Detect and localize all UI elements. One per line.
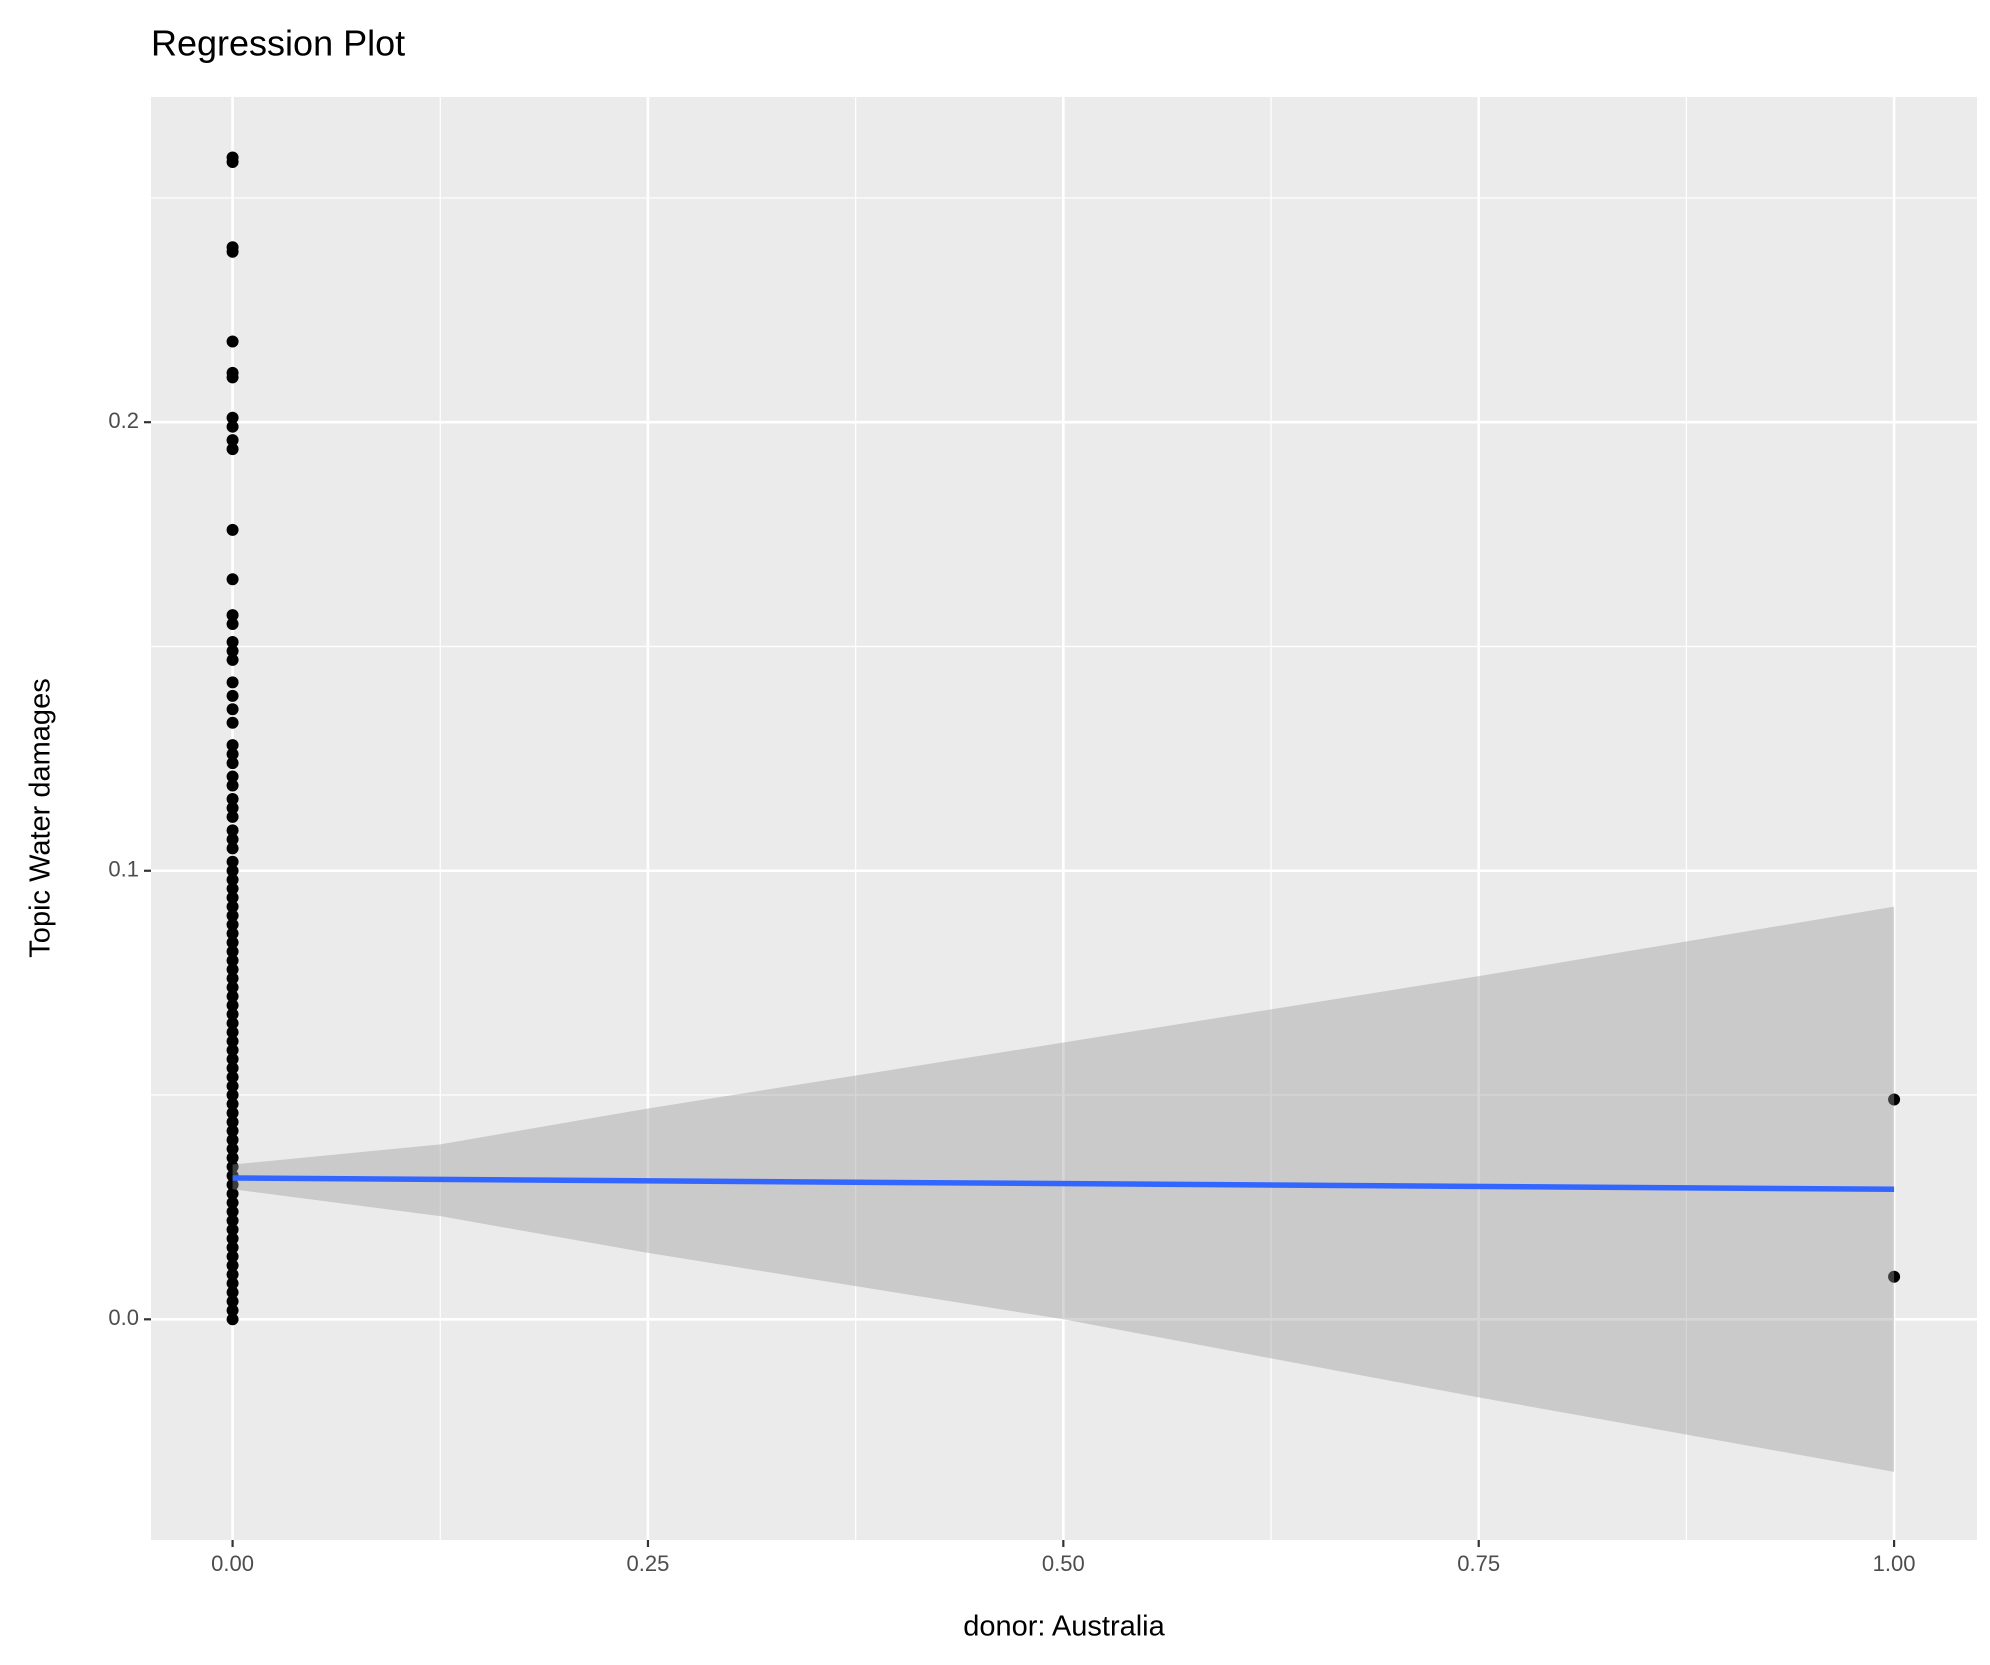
- point: [226, 434, 239, 447]
- point: [226, 739, 239, 752]
- point: [226, 909, 239, 922]
- point: [226, 810, 239, 823]
- point: [226, 1232, 239, 1245]
- point: [226, 972, 239, 985]
- y-axis-label: Topic Water damages: [25, 678, 57, 957]
- point: [226, 757, 239, 770]
- point: [226, 1017, 239, 1030]
- point: [226, 523, 239, 536]
- x-tick-label: 0.50: [1042, 1551, 1085, 1576]
- point: [226, 1008, 239, 1021]
- point: [226, 573, 239, 586]
- point: [226, 689, 239, 702]
- point: [226, 842, 239, 855]
- point: [226, 945, 239, 958]
- point: [226, 981, 239, 994]
- point: [226, 963, 239, 976]
- point: [226, 1178, 239, 1191]
- point: [226, 1295, 239, 1308]
- point: [226, 954, 239, 967]
- point: [226, 833, 239, 846]
- point: [226, 1268, 239, 1281]
- point: [226, 1106, 239, 1119]
- point: [226, 936, 239, 949]
- point: [226, 420, 239, 433]
- point: [226, 1223, 239, 1236]
- point: [226, 779, 239, 792]
- point: [226, 824, 239, 837]
- point: [226, 1089, 239, 1102]
- y-tick-label: 0.1: [108, 857, 139, 882]
- point: [226, 900, 239, 913]
- point: [226, 1044, 239, 1057]
- point: [226, 371, 239, 384]
- point: [226, 635, 239, 648]
- x-axis-label: donor: Australia: [963, 1611, 1165, 1643]
- point: [226, 1259, 239, 1272]
- point: [226, 1214, 239, 1227]
- point: [226, 609, 239, 622]
- point: [226, 999, 239, 1012]
- point: [226, 1277, 239, 1290]
- point: [226, 792, 239, 805]
- point: [226, 873, 239, 886]
- point: [226, 891, 239, 904]
- point: [226, 1151, 239, 1164]
- point: [226, 1035, 239, 1048]
- point: [226, 1205, 239, 1218]
- point: [226, 882, 239, 895]
- x-tick-label: 0.75: [1457, 1551, 1500, 1576]
- point: [226, 335, 239, 348]
- point: [226, 443, 239, 456]
- point: [1888, 1270, 1901, 1283]
- point: [1888, 1093, 1901, 1106]
- point: [226, 676, 239, 689]
- point: [226, 716, 239, 729]
- point: [226, 1196, 239, 1209]
- regression-line: [232, 1175, 1895, 1192]
- point: [226, 1250, 239, 1263]
- point: [226, 801, 239, 814]
- point: [226, 864, 239, 877]
- confidence-band: [232, 906, 1895, 1472]
- point: [226, 1160, 239, 1173]
- point: [226, 927, 239, 940]
- point: [226, 770, 239, 783]
- point: [226, 1026, 239, 1039]
- point: [226, 1053, 239, 1066]
- x-tick-label: 0.25: [627, 1551, 670, 1576]
- point: [226, 748, 239, 761]
- point: [226, 644, 239, 657]
- point: [226, 1241, 239, 1254]
- point: [226, 245, 239, 258]
- point: [226, 1133, 239, 1146]
- point: [226, 653, 239, 666]
- point: [226, 1313, 239, 1326]
- x-tick-label: 0.00: [211, 1551, 254, 1576]
- point: [226, 855, 239, 868]
- point: [226, 1286, 239, 1299]
- point: [226, 1142, 239, 1155]
- point: [226, 1062, 239, 1075]
- y-tick-label: 0.2: [108, 408, 139, 433]
- point: [226, 1124, 239, 1137]
- y-tick-label: 0.0: [108, 1305, 139, 1330]
- point: [226, 1115, 239, 1128]
- point: [226, 411, 239, 424]
- point: [226, 1187, 239, 1200]
- point: [226, 1098, 239, 1111]
- point: [226, 1304, 239, 1317]
- point: [226, 918, 239, 931]
- point: [226, 703, 239, 716]
- point: [226, 1071, 239, 1084]
- x-tick-label: 1.00: [1873, 1551, 1916, 1576]
- chart-title: Regression Plot: [151, 23, 405, 64]
- point: [226, 990, 239, 1003]
- point: [226, 156, 239, 169]
- point: [226, 1080, 239, 1093]
- point: [226, 618, 239, 631]
